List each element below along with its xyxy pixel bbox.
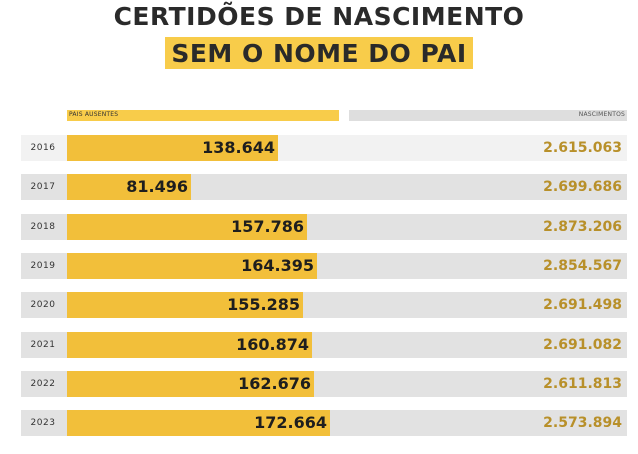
pais-ausentes-value-label: 164.395 [241, 256, 314, 275]
pais-ausentes-bar [67, 253, 317, 279]
chart-title-line2-wrap: SEM O NOME DO PAI [0, 37, 638, 69]
pais-ausentes-bar [67, 214, 307, 240]
pais-ausentes-value-label: 155.285 [227, 295, 300, 314]
pais-ausentes-value-label: 172.664 [254, 413, 327, 432]
pais-ausentes-bar [67, 332, 312, 358]
pais-ausentes-value-label: 160.874 [236, 335, 309, 354]
nascimentos-value-label: 2.573.894 [543, 415, 622, 431]
nascimentos-value-label: 2.615.063 [543, 140, 622, 156]
year-label: 2023 [30, 418, 56, 428]
pais-ausentes-bar [67, 292, 303, 318]
year-label: 2018 [30, 222, 56, 232]
chart-title-line2: SEM O NOME DO PAI [165, 37, 473, 69]
pais-ausentes-bar [67, 410, 330, 436]
legend-pais-ausentes-label: PAIS AUSENTES [69, 111, 119, 118]
nascimentos-value-label: 2.691.082 [543, 337, 622, 353]
year-label: 2019 [30, 261, 56, 271]
pais-ausentes-value-label: 81.496 [126, 177, 188, 196]
nascimentos-value-label: 2.854.567 [543, 258, 622, 274]
pais-ausentes-value-label: 138.644 [202, 138, 275, 157]
year-label: 2020 [30, 300, 56, 310]
nascimentos-value-label: 2.873.206 [543, 219, 622, 235]
nascimentos-value-label: 2.691.498 [543, 297, 622, 313]
legend-nascimentos: NASCIMENTOS [349, 110, 627, 121]
legend-pais-ausentes: PAIS AUSENTES [67, 110, 339, 121]
pais-ausentes-value-label: 157.786 [231, 217, 304, 236]
nascimentos-value-label: 2.611.813 [543, 376, 622, 392]
legend-nascimentos-label: NASCIMENTOS [578, 111, 625, 118]
pais-ausentes-value-label: 162.676 [238, 374, 311, 393]
pais-ausentes-bar [67, 371, 314, 397]
nascimentos-value-label: 2.699.686 [543, 179, 622, 195]
year-label: 2021 [30, 340, 56, 350]
pais-ausentes-bar [67, 135, 278, 161]
pais-ausentes-bar [67, 174, 191, 200]
year-label: 2022 [30, 379, 56, 389]
year-label: 2017 [30, 182, 56, 192]
chart-title-line1: CERTIDÕES DE NASCIMENTO [113, 2, 525, 31]
year-label: 2016 [30, 143, 56, 153]
